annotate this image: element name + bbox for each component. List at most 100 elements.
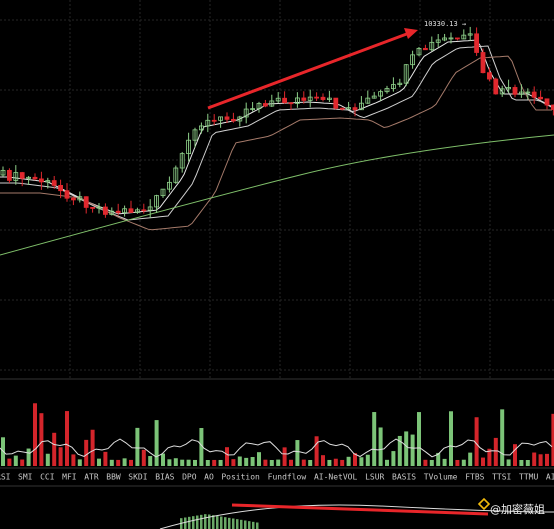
candle-body [58, 184, 63, 192]
candle-body [211, 119, 217, 122]
histogram-bar [228, 517, 231, 529]
indicator-tab[interactable]: SKDI [128, 473, 147, 482]
candle-body [71, 197, 76, 201]
indicator-tab[interactable]: SMI [18, 473, 33, 482]
volume-bar [77, 459, 82, 466]
candle-body [314, 96, 320, 99]
volume-bar [193, 459, 197, 466]
candle-body [339, 107, 345, 110]
candle-body [147, 206, 153, 211]
candle-body [352, 107, 358, 111]
candle-body [77, 196, 83, 201]
histogram-bar [248, 521, 251, 529]
candle-body [282, 97, 288, 104]
candle-body [64, 190, 70, 199]
volume-bar [250, 457, 255, 466]
volume-bar [39, 413, 44, 466]
volume-bar [269, 459, 274, 466]
histogram-bar [244, 520, 247, 529]
indicator-tab[interactable]: MFI [62, 473, 77, 482]
candle-body [275, 97, 281, 102]
indicator-tab[interactable]: CCI [40, 473, 55, 482]
indicator-tab[interactable]: Position [221, 473, 260, 482]
indicator-tab[interactable]: LSUR [365, 473, 384, 482]
volume-bar [97, 458, 101, 466]
indicator-tab[interactable]: RSI [0, 473, 11, 482]
volume-bar [65, 411, 69, 466]
volume-bar [436, 452, 441, 466]
indicator-tab[interactable]: TVolume [424, 473, 458, 482]
candle-body [538, 96, 543, 100]
candle-body [160, 188, 166, 197]
candle-body [384, 88, 390, 93]
volume-bar [449, 411, 453, 466]
candle-body [486, 72, 492, 80]
volume-bar [538, 454, 543, 466]
candle-body [288, 102, 294, 105]
candle-body [128, 208, 134, 213]
indicator-tab[interactable]: BBW [106, 473, 121, 482]
volume-bar [161, 453, 165, 466]
indicator-tab[interactable]: TTSI [492, 473, 511, 482]
annotation-arrowhead [404, 28, 418, 39]
volume-bar [481, 457, 485, 466]
candle-body [493, 78, 499, 95]
candle-body [435, 39, 441, 43]
candle-body [301, 97, 307, 101]
indicator-tab[interactable]: AI-NetVOL [314, 473, 358, 482]
candle-body [320, 96, 326, 100]
volume-bar [295, 440, 300, 466]
volume-bar [148, 456, 153, 466]
indicator-tab[interactable]: DPO [182, 473, 197, 482]
volume-bar [129, 459, 133, 466]
candle-body [365, 97, 371, 104]
candle-body [51, 180, 57, 186]
volume-bar [33, 403, 37, 466]
volume-bar [468, 452, 473, 466]
indicator-tab[interactable]: TTMU [519, 473, 538, 482]
candle-body [429, 41, 435, 51]
candle-body [83, 196, 89, 208]
candle-body [250, 108, 256, 111]
candle-body [467, 33, 473, 36]
volume-bar [135, 427, 140, 466]
volume-bar [263, 459, 268, 466]
moving-averages [0, 39, 554, 256]
candle-body [371, 95, 377, 99]
volume-bar [423, 459, 428, 466]
histogram-bar [220, 516, 223, 529]
moving-average [0, 134, 554, 256]
volume-bar [154, 420, 159, 466]
candle-body [122, 208, 127, 214]
volume-bar [45, 453, 50, 466]
indicator-tab[interactable]: BIAS [155, 473, 174, 482]
volume-bar [237, 456, 242, 466]
volume-bar [353, 453, 357, 466]
candle-body [13, 172, 19, 181]
candle-body [390, 84, 396, 89]
histogram-bar [196, 515, 199, 529]
candle-body [205, 119, 211, 127]
price-label: 10330.13 → [424, 20, 466, 28]
candle-body [461, 34, 467, 40]
candle-body [262, 103, 268, 107]
candle-body [192, 129, 198, 141]
indicator-tab[interactable]: ATR [84, 473, 99, 482]
indicator-tab[interactable]: BASIS [392, 473, 416, 482]
volume-bar [301, 459, 306, 466]
indicator-tab[interactable]: AO [204, 473, 214, 482]
volume-bar [141, 449, 146, 466]
indicator-tab[interactable]: FTBS [465, 473, 484, 482]
moving-average [0, 55, 552, 231]
candle-body [442, 37, 448, 41]
candle-body [103, 206, 108, 215]
volume-bar [186, 459, 191, 466]
indicator-tab[interactable]: Fundflow [268, 473, 307, 482]
volume-bar [410, 434, 415, 466]
histogram-bar [200, 514, 203, 529]
volume-bar [551, 413, 554, 466]
indicator-tab[interactable]: AI-BSI [546, 473, 554, 482]
volume-bar [429, 459, 434, 466]
candle-body [397, 82, 403, 85]
